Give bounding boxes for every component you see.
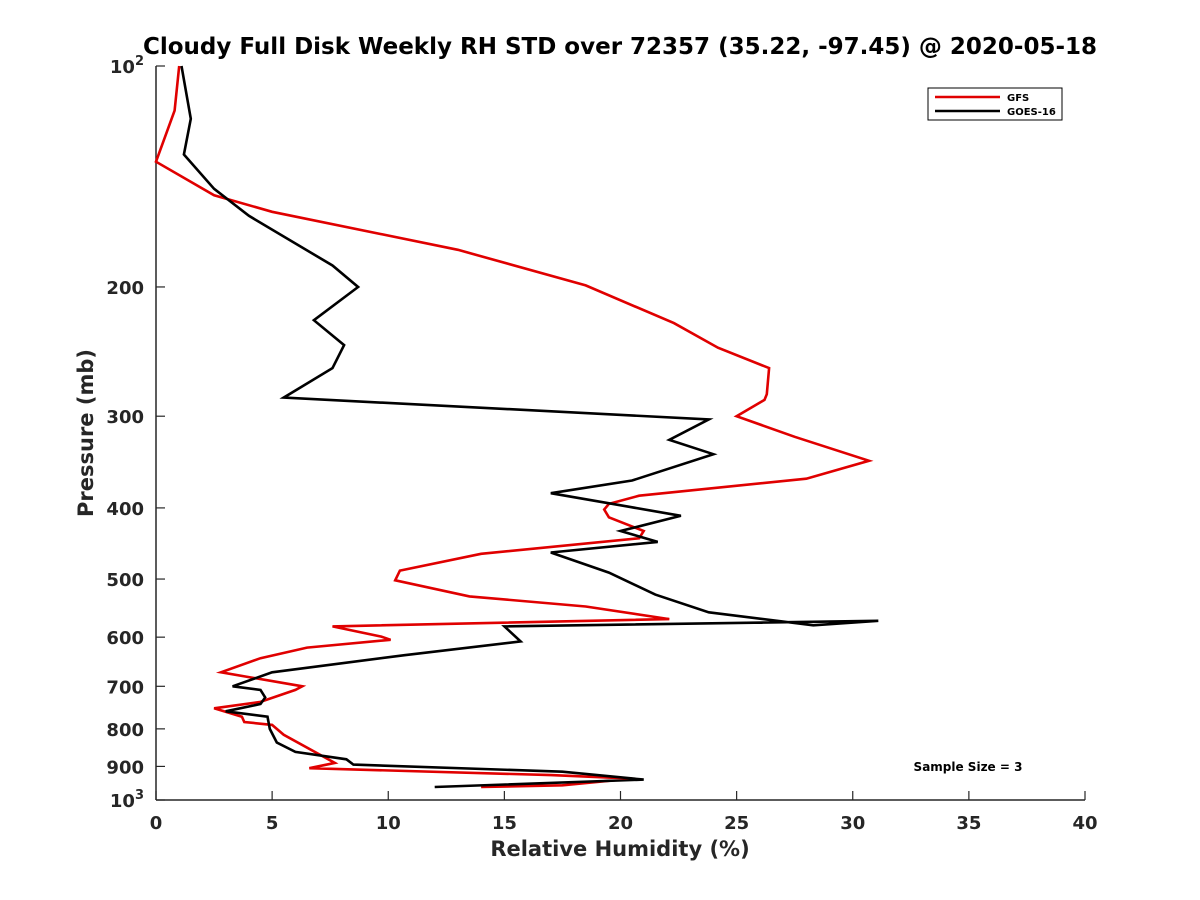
x-tick-label: 5 bbox=[266, 813, 279, 834]
y-tick-label: 200 bbox=[106, 278, 144, 299]
series-line-gfs bbox=[154, 65, 874, 789]
plot-axes: 0 5 10 15 20 25 30 35 40 102 200 300 400 500 600 700 800… bbox=[106, 54, 1097, 834]
series-line-goes16 bbox=[180, 65, 879, 789]
x-tick-label: 0 bbox=[150, 813, 163, 834]
chart-title: Cloudy Full Disk Weekly RH STD over 7235… bbox=[143, 34, 1097, 60]
y-tick-label: 300 bbox=[106, 407, 144, 428]
y-tick-label: 900 bbox=[106, 757, 144, 778]
legend-box bbox=[927, 87, 1063, 121]
series-layer bbox=[154, 65, 879, 789]
x-tick-label: 20 bbox=[608, 813, 633, 834]
legend: GFS GOES-16 bbox=[927, 87, 1063, 121]
x-tick-label: 35 bbox=[956, 813, 981, 834]
x-tick-label: 15 bbox=[492, 813, 517, 834]
y-tick-label: 800 bbox=[106, 720, 144, 741]
x-tick-label: 10 bbox=[376, 813, 401, 834]
y-tick-label: 102 bbox=[110, 54, 144, 78]
x-axis-label: Relative Humidity (%) bbox=[490, 837, 749, 861]
x-tick-label: 25 bbox=[724, 813, 749, 834]
legend-label-gfs: GFS bbox=[1007, 93, 1029, 104]
y-tick-label: 700 bbox=[106, 677, 144, 698]
legend-label-goes16: GOES-16 bbox=[1007, 107, 1056, 118]
y-tick-label: 600 bbox=[106, 628, 144, 649]
y-tick-label: 103 bbox=[110, 788, 144, 812]
y-axis-label: Pressure (mb) bbox=[74, 349, 98, 517]
y-tick-label: 500 bbox=[106, 570, 144, 591]
y-tick-label: 400 bbox=[106, 499, 144, 520]
sample-size-annotation: Sample Size = 3 bbox=[914, 760, 1023, 774]
x-tick-label: 30 bbox=[840, 813, 865, 834]
x-tick-label: 40 bbox=[1072, 813, 1097, 834]
